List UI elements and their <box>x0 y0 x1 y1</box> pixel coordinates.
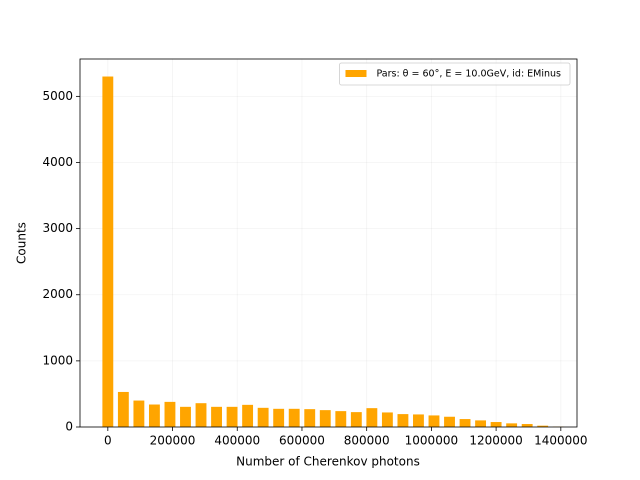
y-tick-label: 2000 <box>42 287 73 301</box>
bar <box>180 406 191 427</box>
bar <box>381 412 393 427</box>
x-tick-label: 400000 <box>214 434 260 448</box>
bar <box>428 415 440 427</box>
legend-text: Pars: θ = 60°, E = 10.0GeV, id: EMinus <box>376 69 561 80</box>
y-tick-label: 1000 <box>42 353 73 367</box>
legend-box <box>339 62 571 86</box>
legend: Pars: θ = 60°, E = 10.0GeV, id: EMinus <box>339 62 571 86</box>
x-tick-label: 200000 <box>150 434 196 448</box>
bar <box>521 424 533 427</box>
bar <box>195 403 207 427</box>
x-tick-label: 600000 <box>279 434 325 448</box>
bar <box>350 412 362 427</box>
bar <box>242 404 254 427</box>
bar <box>304 409 316 427</box>
x-tick-label: 0 <box>104 434 112 448</box>
y-tick-label: 4000 <box>42 155 73 169</box>
bar <box>366 408 378 427</box>
y-axis-label: Counts <box>15 222 29 264</box>
bar <box>537 425 549 427</box>
legend-swatch <box>345 70 367 77</box>
x-tick-label: 1400000 <box>534 434 587 448</box>
bar <box>211 406 222 427</box>
x-tick-label: 1200000 <box>469 434 522 448</box>
bar <box>257 407 269 427</box>
bar <box>273 408 285 427</box>
plot-frame <box>79 58 578 428</box>
bar <box>490 422 502 427</box>
bar <box>335 411 347 427</box>
bar <box>102 76 114 428</box>
bar <box>319 410 331 427</box>
bar <box>413 414 424 427</box>
y-tick-label: 3000 <box>42 221 73 235</box>
bar <box>148 404 160 427</box>
bar <box>475 420 487 427</box>
bar <box>506 423 518 427</box>
y-tick-label: 0 <box>65 420 73 434</box>
bar <box>397 414 409 427</box>
bar <box>288 408 300 427</box>
bar <box>164 401 176 427</box>
grid <box>80 59 577 428</box>
y-tick-label: 5000 <box>42 89 73 103</box>
bar <box>133 400 145 427</box>
x-tick-label: 800000 <box>344 434 390 448</box>
bar <box>444 416 455 427</box>
bar <box>226 406 238 427</box>
bar <box>459 419 471 427</box>
bar <box>117 391 129 427</box>
x-tick-label: 1000000 <box>405 434 458 448</box>
x-axis-label: Number of Cherenkov photons <box>236 455 420 469</box>
